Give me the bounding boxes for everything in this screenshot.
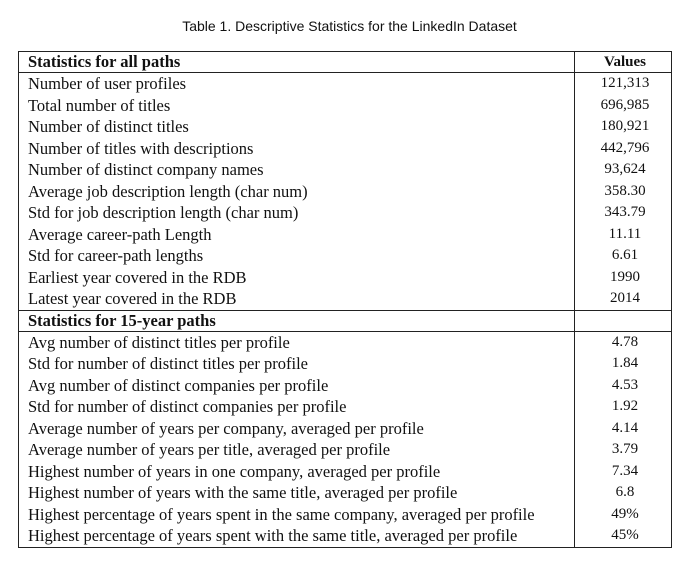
table-row: Number of user profiles 121,313: [18, 72, 672, 95]
row-value: 696,985: [574, 94, 672, 116]
row-value: 4.14: [574, 417, 672, 439]
row-value: 6.8: [574, 482, 672, 504]
table-row: Latest year covered in the RDB 2014: [18, 288, 672, 310]
values-column-header-empty: [574, 309, 672, 332]
table-row: Average job description length (char num…: [18, 180, 672, 202]
row-value: 49%: [574, 503, 672, 525]
row-label: Number of distinct titles: [18, 116, 575, 138]
section-header-row: Statistics for 15-year paths: [18, 309, 672, 332]
table-row: Highest number of years with the same ti…: [18, 482, 672, 504]
section-header: Statistics for 15-year paths: [18, 309, 575, 332]
row-label: Std for number of distinct titles per pr…: [18, 353, 575, 375]
table-row: Avg number of distinct companies per pro…: [18, 374, 672, 396]
row-label: Highest number of years in one company, …: [18, 460, 575, 482]
table-row: Total number of titles 696,985: [18, 94, 672, 116]
row-label: Average career-path Length: [18, 223, 575, 245]
row-label: Average job description length (char num…: [18, 180, 575, 202]
row-label: Avg number of distinct companies per pro…: [18, 374, 575, 396]
row-value: 358.30: [574, 180, 672, 202]
table-row: Earliest year covered in the RDB 1990: [18, 266, 672, 288]
row-value: 3.79: [574, 439, 672, 461]
row-value: 121,313: [574, 72, 672, 95]
table-caption: Table 1. Descriptive Statistics for the …: [182, 18, 517, 34]
table-row: Highest number of years in one company, …: [18, 460, 672, 482]
statistics-table: Statistics for all paths Values Number o…: [18, 51, 672, 548]
row-label: Latest year covered in the RDB: [18, 288, 575, 310]
table-row: Avg number of distinct titles per profil…: [18, 331, 672, 353]
row-value: 93,624: [574, 159, 672, 181]
row-value: 180,921: [574, 116, 672, 138]
row-label: Number of user profiles: [18, 72, 575, 95]
section-header-row: Statistics for all paths Values: [18, 51, 672, 73]
row-value: 1.84: [574, 353, 672, 375]
values-column-header: Values: [574, 51, 672, 73]
row-label: Std for career-path lengths: [18, 245, 575, 267]
row-value: 4.53: [574, 374, 672, 396]
section-15-year-paths: Statistics for 15-year paths Avg number …: [18, 309, 672, 548]
section-header: Statistics for all paths: [18, 51, 575, 73]
row-label: Highest percentage of years spent with t…: [18, 525, 575, 548]
row-value: 2014: [574, 288, 672, 310]
row-value: 1.92: [574, 396, 672, 418]
row-label: Earliest year covered in the RDB: [18, 266, 575, 288]
row-value: 343.79: [574, 202, 672, 224]
row-label: Number of distinct company names: [18, 159, 575, 181]
row-label: Highest number of years with the same ti…: [18, 482, 575, 504]
table-row: Std for number of distinct titles per pr…: [18, 353, 672, 375]
table-row: Std for career-path lengths 6.61: [18, 245, 672, 267]
table-row: Highest percentage of years spent in the…: [18, 503, 672, 525]
row-label: Total number of titles: [18, 94, 575, 116]
row-value: 6.61: [574, 245, 672, 267]
row-value: 442,796: [574, 137, 672, 159]
table-row: Std for number of distinct companies per…: [18, 396, 672, 418]
table-row: Number of distinct titles 180,921: [18, 116, 672, 138]
row-label: Avg number of distinct titles per profil…: [18, 331, 575, 353]
row-label: Average number of years per company, ave…: [18, 417, 575, 439]
row-value: 11.11: [574, 223, 672, 245]
row-value: 45%: [574, 525, 672, 548]
row-value: 4.78: [574, 331, 672, 353]
row-label: Std for number of distinct companies per…: [18, 396, 575, 418]
row-label: Number of titles with descriptions: [18, 137, 575, 159]
table-row: Number of titles with descriptions 442,79…: [18, 137, 672, 159]
row-label: Std for job description length (char num…: [18, 202, 575, 224]
table-row: Std for job description length (char num…: [18, 202, 672, 224]
row-label: Average number of years per title, avera…: [18, 439, 575, 461]
table-row: Number of distinct company names 93,624: [18, 159, 672, 181]
table-row: Average career-path Length 11.11: [18, 223, 672, 245]
table-row: Average number of years per title, avera…: [18, 439, 672, 461]
row-value: 1990: [574, 266, 672, 288]
table-row: Average number of years per company, ave…: [18, 417, 672, 439]
row-value: 7.34: [574, 460, 672, 482]
row-label: Highest percentage of years spent in the…: [18, 503, 575, 525]
table-row: Highest percentage of years spent with t…: [18, 525, 672, 548]
section-all-paths: Statistics for all paths Values Number o…: [18, 51, 672, 310]
